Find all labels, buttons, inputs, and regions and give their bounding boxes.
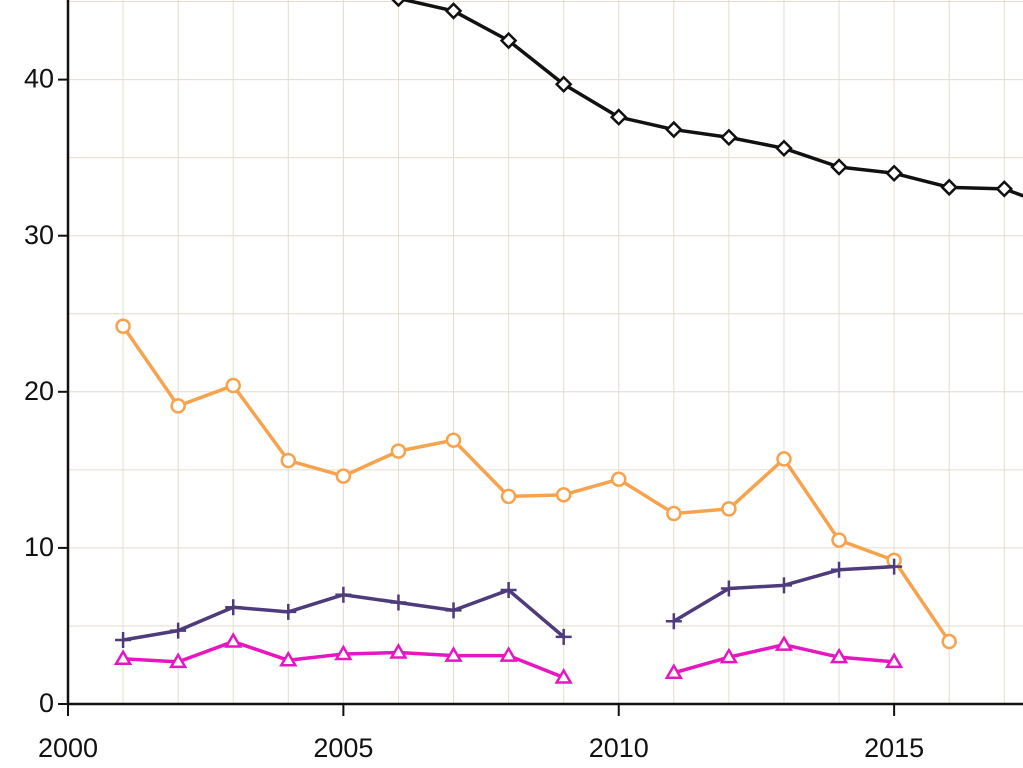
plot-area: [113, 0, 1023, 684]
y-tick-label: 10: [24, 532, 54, 562]
y-tick-label: 30: [24, 220, 54, 250]
marker: [499, 646, 518, 662]
marker: [554, 667, 573, 684]
y-tick-label: 40: [24, 64, 54, 94]
marker: [335, 586, 352, 603]
marker: [444, 646, 463, 662]
marker: [115, 318, 131, 334]
marker: [170, 622, 187, 639]
marker: [885, 164, 903, 183]
marker: [445, 432, 462, 448]
x-tick-label: 2000: [38, 733, 98, 763]
marker: [610, 471, 627, 487]
marker: [280, 603, 297, 620]
marker: [225, 599, 242, 616]
marker: [941, 633, 957, 650]
marker: [554, 75, 573, 94]
series-line: [397, 0, 1023, 198]
marker: [499, 31, 518, 50]
marker: [168, 652, 188, 669]
marker: [113, 649, 133, 665]
marker: [720, 128, 738, 147]
marker: [444, 2, 463, 20]
marker: [995, 180, 1014, 198]
marker: [774, 635, 794, 651]
marker: [664, 663, 684, 680]
marker: [830, 158, 848, 176]
marker: [279, 650, 298, 667]
marker: [719, 647, 739, 664]
marker: [720, 580, 737, 597]
marker: [940, 178, 958, 197]
y-tick-label: 20: [24, 376, 54, 406]
marker: [666, 505, 682, 522]
marker: [775, 577, 792, 594]
marker: [390, 594, 407, 611]
x-tick-label: 2015: [864, 733, 924, 763]
axes: 2000 2005 2010 2015 0 10 20 30 40: [24, 0, 1023, 763]
marker: [115, 632, 132, 648]
marker: [555, 487, 572, 503]
series-line: [121, 325, 951, 643]
marker: [776, 451, 792, 467]
marker: [884, 652, 904, 669]
x-tick-label: 2005: [313, 733, 373, 763]
marker: [335, 468, 352, 484]
y-tick-label: 0: [39, 688, 54, 718]
marker: [391, 0, 406, 8]
marker: [224, 632, 243, 648]
marker: [665, 613, 682, 630]
marker: [829, 647, 849, 664]
marker: [170, 398, 186, 414]
marker: [609, 108, 628, 126]
marker: [555, 628, 572, 645]
marker: [225, 377, 241, 394]
grid: [67, 0, 1023, 705]
marker: [665, 120, 683, 139]
marker: [389, 643, 408, 659]
marker: [886, 558, 903, 575]
marker: [500, 582, 517, 599]
marker: [831, 532, 847, 548]
marker: [390, 443, 407, 459]
marker: [831, 561, 848, 578]
marker: [445, 602, 462, 619]
marker: [334, 644, 353, 661]
marker: [280, 452, 297, 469]
x-tick-label: 2010: [589, 733, 649, 763]
marker: [775, 139, 793, 158]
marker: [500, 488, 517, 505]
marker: [721, 501, 737, 517]
